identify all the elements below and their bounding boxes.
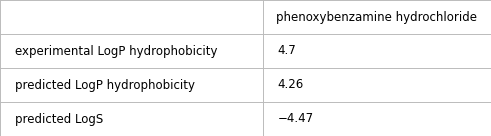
Text: predicted LogP hydrophobicity: predicted LogP hydrophobicity <box>15 78 195 92</box>
Text: predicted LogS: predicted LogS <box>15 112 103 126</box>
Text: experimental LogP hydrophobicity: experimental LogP hydrophobicity <box>15 44 217 58</box>
Text: 4.7: 4.7 <box>277 44 296 58</box>
Text: −4.47: −4.47 <box>277 112 314 126</box>
Text: phenoxybenzamine hydrochloride: phenoxybenzamine hydrochloride <box>276 10 477 24</box>
Text: 4.26: 4.26 <box>277 78 303 92</box>
